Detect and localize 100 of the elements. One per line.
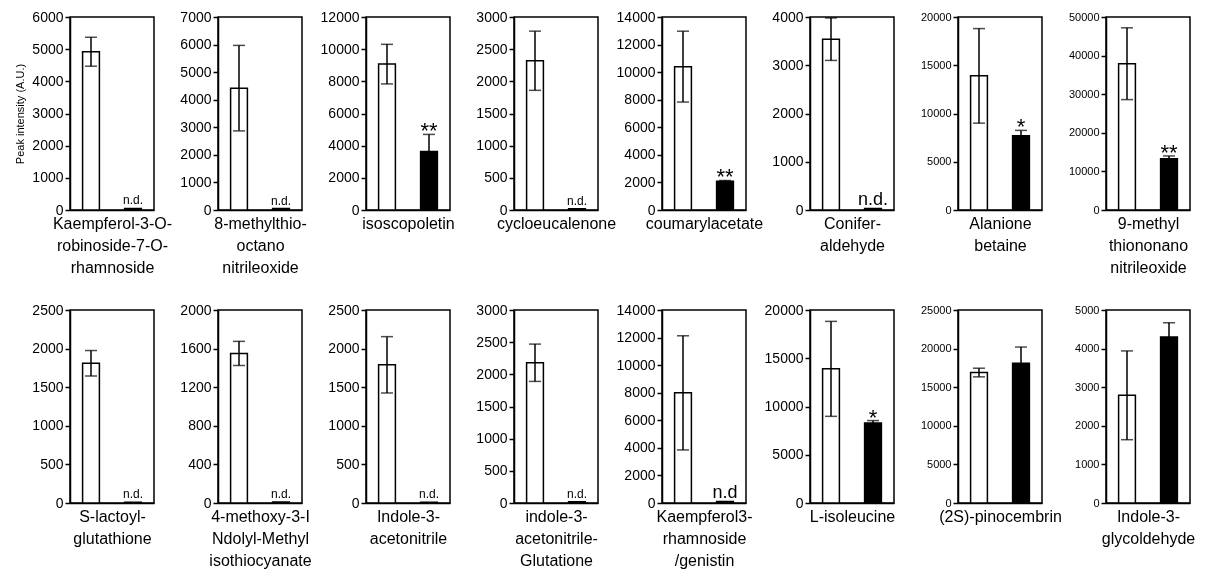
x-axis-title: Indole-3- glycoldehyde <box>1101 507 1196 547</box>
y-tick-label: 5000 <box>32 40 64 57</box>
y-tick-label: 500 <box>336 455 360 472</box>
y-tick-label: 3000 <box>476 8 508 25</box>
y-tick-label: 20000 <box>764 301 804 318</box>
data-label: n.d. <box>270 487 292 502</box>
y-tick-label: 15000 <box>920 58 952 71</box>
y-tick-label: 1000 <box>772 153 804 170</box>
x-axis-title: Kaempferol3- rhamnoside /genistin <box>656 507 753 569</box>
y-tick-label: 400 <box>188 455 212 472</box>
y-tick-label: 0 <box>203 494 212 511</box>
y-tick-label: 2000 <box>476 365 508 382</box>
y-tick-label: 15000 <box>920 380 952 393</box>
y-tick-label: 8000 <box>328 72 360 89</box>
data-label: n.d. <box>122 487 144 502</box>
y-tick-label: 12000 <box>616 329 656 346</box>
y-tick-label: 1500 <box>328 378 360 395</box>
x-axis-title: Alanione betaine <box>969 214 1032 254</box>
y-tick-label: 3000 <box>32 105 64 121</box>
y-tick-label: 2000 <box>624 173 656 190</box>
y-tick-label: 4000 <box>624 146 656 163</box>
y-tick-label: 3000 <box>772 56 804 73</box>
y-tick-label: 2000 <box>328 169 360 186</box>
y-tick-label: 14000 <box>616 8 656 25</box>
y-tick-label: 4000 <box>328 137 360 154</box>
y-axis-title: Peak intensity (A.U.) <box>14 63 27 165</box>
y-tick-label: 0 <box>1093 496 1100 509</box>
y-tick-label: 10000 <box>616 356 656 373</box>
y-tick-label: 12000 <box>320 8 360 25</box>
y-tick-label: 1500 <box>32 378 64 395</box>
y-tick-label: 1000 <box>1075 457 1100 470</box>
y-tick-label: 2000 <box>772 105 804 121</box>
y-tick-label: 1500 <box>476 105 508 121</box>
data-label: n.d. <box>418 487 440 502</box>
y-tick-label: 5000 <box>927 155 952 168</box>
y-tick-label: 2500 <box>476 333 508 350</box>
y-tick-label: 0 <box>351 494 360 511</box>
y-tick-label: 10000 <box>920 107 952 119</box>
y-tick-label: 30000 <box>1068 87 1100 100</box>
y-tick-label: 1000 <box>32 169 64 186</box>
y-tick-label: 0 <box>795 201 804 218</box>
y-tick-label: 2000 <box>1075 419 1100 432</box>
y-tick-label: 6000 <box>32 8 64 25</box>
y-tick-label: 6000 <box>180 36 212 53</box>
y-tick-label: 2000 <box>32 340 64 357</box>
data-label: * <box>1016 114 1026 140</box>
y-tick-label: 5000 <box>1075 303 1100 316</box>
y-tick-label: 4000 <box>180 91 212 108</box>
x-axis-title: Indole-3- acetonitrile <box>369 507 448 547</box>
y-tick-label: 2000 <box>180 146 212 163</box>
x-axis-title: 4-methoxy-3-I Ndolyl-Methyl isothiocyanate <box>209 507 312 569</box>
y-tick-label: 10000 <box>1068 164 1100 177</box>
y-tick-label: 4000 <box>772 8 804 25</box>
y-tick-label: 10000 <box>320 40 360 57</box>
x-axis-title: 9-methyl thiononano nitrileoxide <box>1108 214 1189 276</box>
y-tick-label: 500 <box>484 462 508 479</box>
y-tick-label: 500 <box>484 169 508 186</box>
data-label: n.d. <box>566 193 588 208</box>
x-axis-title: Conifer- aldehyde <box>820 214 886 254</box>
y-tick-label: 2500 <box>476 40 508 57</box>
y-tick-label: 5000 <box>180 63 212 80</box>
y-tick-label: 20000 <box>920 10 952 23</box>
y-tick-label: 10000 <box>920 419 952 432</box>
x-axis-title: indole-3- acetonitrile- Glutatione <box>515 507 598 569</box>
data-label: n.d. <box>566 486 588 501</box>
y-tick-label: 0 <box>945 496 952 509</box>
y-tick-label: 12000 <box>616 36 656 53</box>
y-tick-label: 0 <box>1093 203 1100 216</box>
y-tick-label: 6000 <box>624 118 656 135</box>
y-tick-label: 20000 <box>1068 126 1100 139</box>
y-tick-label: 0 <box>795 494 804 511</box>
y-tick-label: 20000 <box>920 342 952 355</box>
y-tick-label: 1200 <box>180 378 212 395</box>
data-label: ** <box>1160 139 1178 165</box>
y-tick-label: 0 <box>945 203 952 216</box>
y-tick-label: 2000 <box>180 301 212 318</box>
y-tick-label: 6000 <box>624 411 656 428</box>
y-tick-label: 15000 <box>764 349 804 366</box>
y-tick-label: 0 <box>55 494 64 511</box>
y-tick-label: 2500 <box>32 301 64 318</box>
x-axis-title: 8-methylthio- octano nitrileoxide <box>214 214 307 276</box>
y-tick-label: 4000 <box>1075 342 1100 355</box>
y-tick-label: 2000 <box>476 72 508 89</box>
data-label: ** <box>420 118 438 144</box>
y-tick-label: 3000 <box>180 118 212 135</box>
y-tick-label: 1000 <box>328 417 360 434</box>
y-tick-label: 1000 <box>476 430 508 447</box>
x-axis-title: isoscopoletin <box>362 214 455 232</box>
y-tick-label: 800 <box>188 417 212 434</box>
y-tick-label: 4000 <box>32 72 64 89</box>
y-tick-label: 0 <box>203 201 212 218</box>
y-tick-label: 50000 <box>1068 10 1100 23</box>
y-tick-label: 2500 <box>328 301 360 318</box>
y-tick-label: 14000 <box>616 301 656 318</box>
data-label: n.d <box>712 481 738 502</box>
y-tick-label: 40000 <box>1068 49 1100 62</box>
y-tick-label: 8000 <box>624 384 656 401</box>
y-tick-label: 4000 <box>624 439 656 456</box>
y-tick-label: 0 <box>351 201 360 218</box>
y-tick-label: 1600 <box>180 340 212 357</box>
